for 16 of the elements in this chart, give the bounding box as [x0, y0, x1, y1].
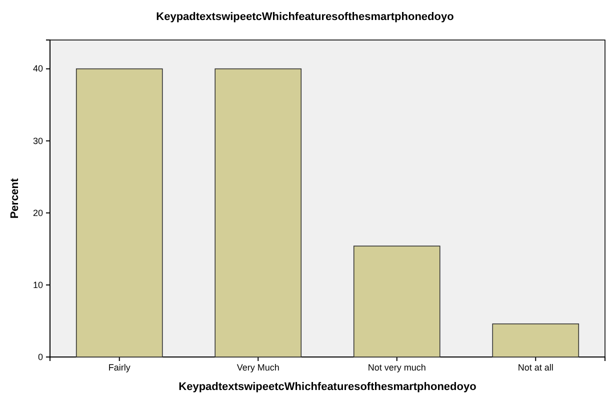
x-tick-label: Not at all: [518, 362, 554, 372]
chart-title: KeypadtextswipeetcWhichfeaturesofthesmartphonedoyo: [156, 11, 454, 23]
y-tick-label: 0: [38, 352, 43, 362]
y-tick-label: 10: [32, 280, 43, 290]
x-tick-label: Very Much: [236, 362, 280, 372]
y-tick-label: 30: [32, 136, 43, 146]
x-axis-title: KeypadtextswipeetcWhichfeaturesofthesmartphonedoyo: [178, 381, 477, 393]
bar: [353, 246, 440, 358]
bar: [492, 323, 580, 358]
y-tick-label: 40: [32, 64, 43, 74]
x-tick-label: Not very much: [368, 362, 426, 372]
x-tick-label: Fairly: [108, 362, 131, 372]
y-axis-title: Percent: [9, 178, 21, 219]
bar: [76, 68, 163, 358]
y-tick-label: 20: [32, 208, 43, 218]
bar: [214, 68, 302, 358]
